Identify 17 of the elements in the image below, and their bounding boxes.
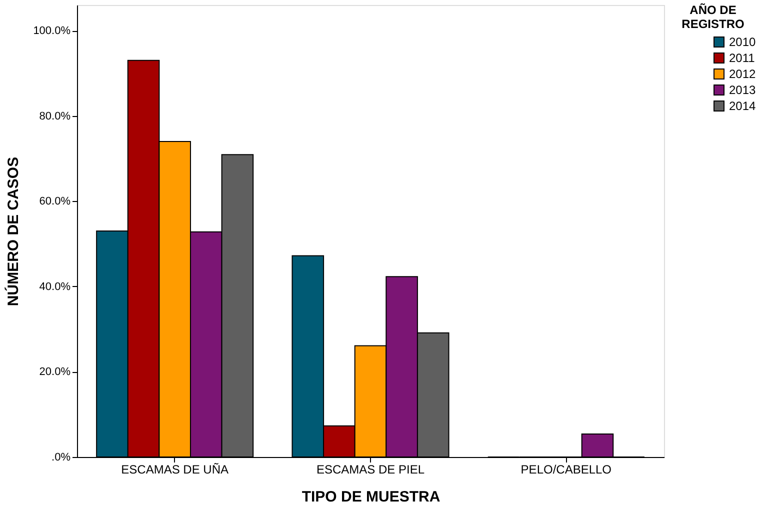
y-tick-label: 20.0% (39, 366, 71, 378)
x-tick-label: ESCAMAS DE UÑA (121, 462, 229, 476)
legend-title: AÑO DE REGISTRO (682, 3, 744, 31)
x-tick-label: ESCAMAS DE PIEL (316, 462, 425, 476)
legend-label: 2011 (729, 51, 756, 65)
y-axis-title: NÚMERO DE CASOS (4, 156, 22, 306)
x-axis-title: TIPO DE MUESTRA (302, 488, 440, 506)
y-tick-label: 80.0% (39, 110, 71, 122)
legend-label: 2010 (729, 35, 756, 49)
legend-label: 2013 (729, 83, 756, 97)
legend-label: 2012 (729, 67, 756, 81)
y-tick-label: 40.0% (39, 280, 71, 293)
y-tick-label: 100.0% (33, 25, 71, 38)
y-tick-label: .0% (52, 452, 71, 464)
x-tick-label: PELO/CABELLO (520, 462, 612, 476)
y-tick-label: 60.0% (39, 196, 71, 208)
legend-label: 2014 (729, 99, 756, 113)
